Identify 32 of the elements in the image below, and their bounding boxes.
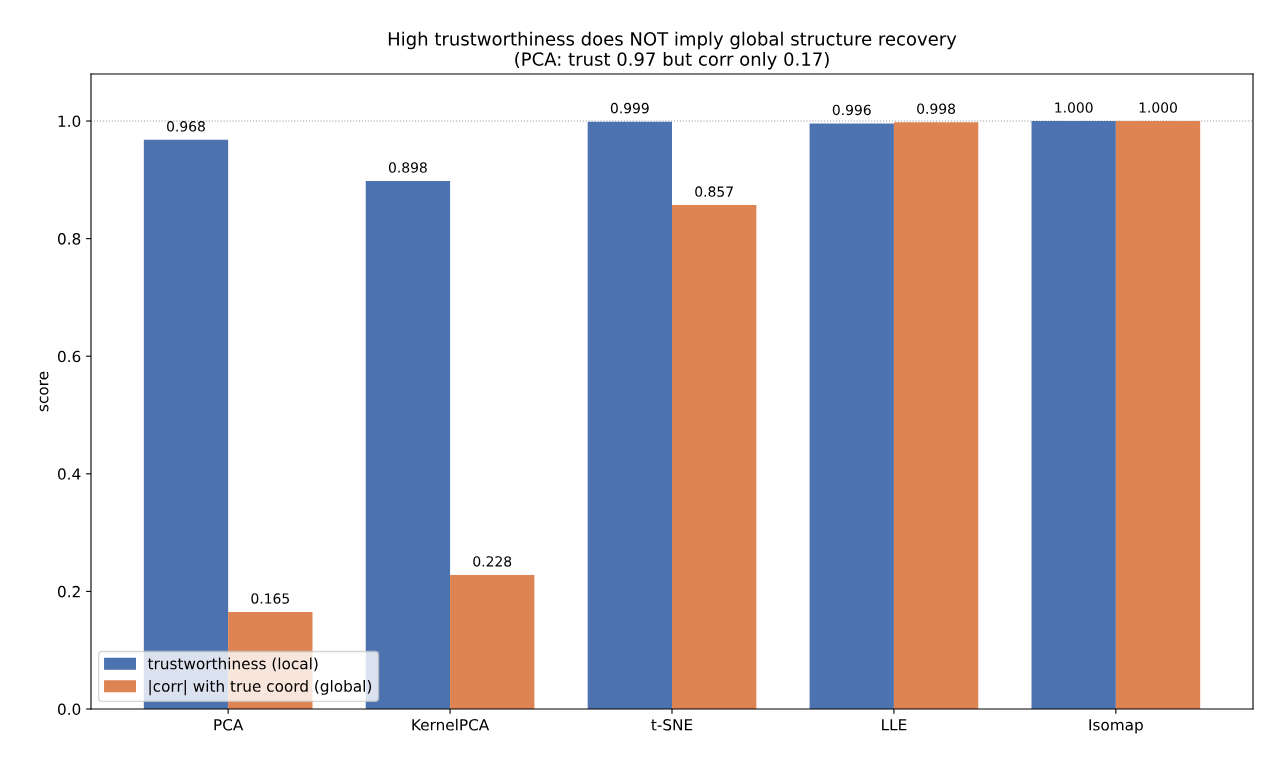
chart-title: High trustworthiness does NOT imply global structure recovery (PCA: trust 0.97 but corr only 0.17) (388, 31, 957, 70)
x-tick-label: Isomap (1089, 719, 1143, 734)
y-tick-label: 0.8 (57, 233, 81, 245)
legend-label: |corr| with true coord (global) (149, 679, 372, 696)
y-tick-label: 0.0 (57, 703, 81, 716)
data-label: 0.857 (695, 186, 733, 197)
x-tick-label: KernelPCA (412, 718, 490, 731)
data-label: 0.968 (167, 121, 205, 132)
bar (1115, 121, 1201, 709)
bar (587, 121, 672, 709)
data-label: 0.996 (832, 104, 871, 116)
bar (672, 205, 757, 709)
y-tick-label: 0.2 (57, 585, 80, 598)
x-tick-label: t-SNE (651, 718, 693, 731)
y-tick-label: 0.4 (57, 468, 81, 480)
data-label: 0.999 (610, 102, 649, 114)
data-label: 0.998 (917, 103, 956, 114)
y-tick-label: 0.6 (57, 350, 81, 363)
x-tick-label: PCA (214, 718, 244, 731)
data-label: 0.165 (251, 593, 289, 604)
data-label: 0.898 (388, 162, 427, 173)
legend-label: trustworthiness (local) (147, 657, 318, 672)
bar (893, 122, 979, 709)
bar (450, 574, 535, 709)
bar (809, 123, 894, 709)
data-label: 1.000 (1055, 102, 1093, 113)
data-label: 1.000 (1139, 102, 1177, 113)
y-axis-title: score (39, 371, 49, 412)
data-label: 0.228 (473, 556, 512, 567)
y-tick-label: 1.0 (58, 115, 81, 128)
bar (1031, 121, 1116, 709)
x-tick-label: LLE (882, 719, 907, 731)
